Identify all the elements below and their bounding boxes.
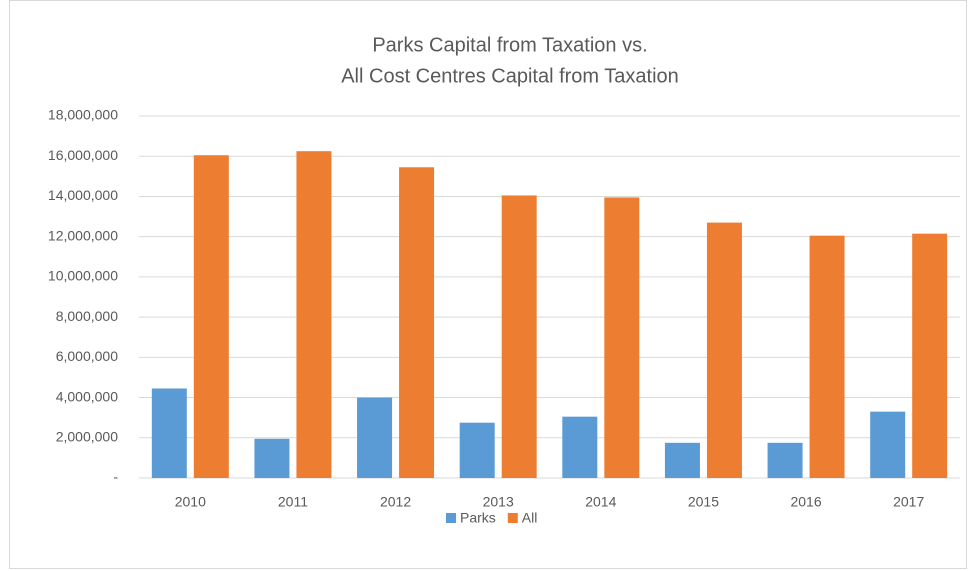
bar <box>399 167 435 479</box>
x-tick-label: 2015 <box>688 494 719 510</box>
legend-swatch <box>507 513 518 523</box>
y-tick-label: 14,000,000 <box>48 187 118 203</box>
bar <box>459 422 495 478</box>
y-tick-label: 4,000,000 <box>56 388 118 404</box>
chart-title: Parks Capital from Taxation vs. <box>372 34 647 56</box>
x-tick-label: 2017 <box>893 494 924 510</box>
bar <box>912 233 948 478</box>
y-tick-label: 2,000,000 <box>56 428 118 444</box>
bar <box>193 155 229 478</box>
x-tick-label: 2014 <box>585 494 616 510</box>
bar <box>562 416 598 478</box>
x-tick-label: 2011 <box>278 494 308 510</box>
legend-label: All <box>522 510 538 526</box>
bar <box>357 397 393 478</box>
bar <box>767 442 803 478</box>
y-tick-label: 16,000,000 <box>48 147 118 163</box>
x-tick-label: 2010 <box>175 494 206 510</box>
y-tick-label: 12,000,000 <box>48 227 118 243</box>
bar <box>706 222 742 478</box>
y-tick-label: - <box>113 469 118 485</box>
x-tick-label: 2013 <box>483 494 514 510</box>
bar <box>664 442 700 478</box>
bar <box>296 151 332 478</box>
x-tick-label: 2012 <box>380 494 411 510</box>
legend-label: Parks <box>460 510 496 526</box>
bar <box>151 388 187 478</box>
bar <box>809 235 845 478</box>
bar <box>254 438 290 478</box>
y-tick-label: 18,000,000 <box>48 107 118 123</box>
y-tick-label: 10,000,000 <box>48 268 118 284</box>
y-tick-label: 6,000,000 <box>56 348 118 364</box>
chart-title: All Cost Centres Capital from Taxation <box>341 65 679 87</box>
bar <box>501 195 537 478</box>
y-tick-label: 8,000,000 <box>56 308 118 324</box>
legend-swatch <box>446 513 456 523</box>
x-tick-label: 2016 <box>790 494 821 510</box>
bar <box>604 197 640 478</box>
bar <box>870 411 906 478</box>
